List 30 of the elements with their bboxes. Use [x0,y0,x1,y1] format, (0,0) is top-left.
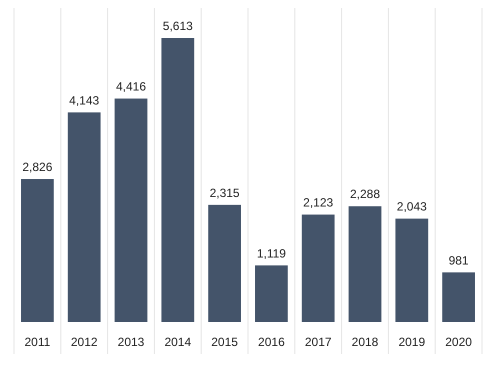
x-tick-label: 2014 [164,335,192,349]
data-label: 2,826 [22,160,53,174]
x-tick-label: 2019 [398,335,426,349]
x-tick-label: 2016 [258,335,286,349]
x-tick-label: 2015 [211,335,238,349]
bar [255,265,288,322]
data-label: 981 [448,253,469,268]
data-label: 4,416 [116,80,146,94]
bar [395,218,428,322]
bar [442,272,475,322]
x-tick-label: 2012 [70,335,98,349]
data-label: 2,288 [350,187,380,202]
data-label: 2,043 [396,200,428,214]
data-label: 1,119 [256,246,286,260]
bar [21,179,54,322]
x-tick-label: 2017 [304,335,332,349]
bar [302,214,335,322]
data-label: 2,123 [303,196,334,210]
bar [114,98,148,322]
data-label: 4,143 [69,93,100,108]
x-tick-label: 2013 [118,335,145,349]
data-label: 2,315 [210,186,240,200]
bar [161,38,194,322]
x-tick-label: 2020 [445,335,472,349]
x-tick-label: 2011 [24,335,51,349]
x-tick-label: 2018 [352,335,379,349]
bar [348,206,382,322]
data-label: 5,613 [162,19,194,33]
bar [208,204,241,322]
bar [68,112,101,322]
